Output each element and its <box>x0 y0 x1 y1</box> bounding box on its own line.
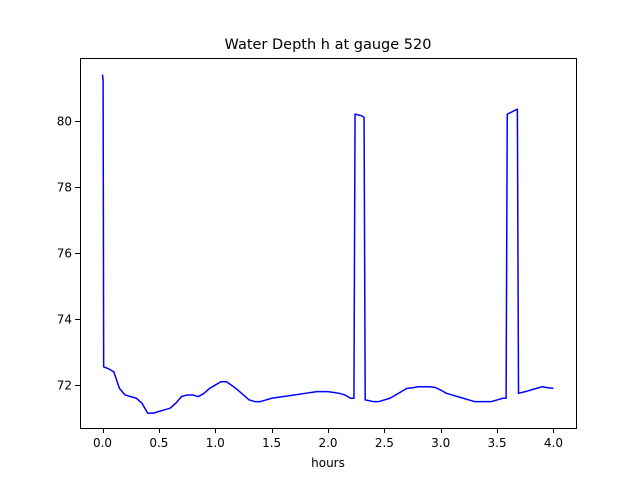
x-tick-label: 0.5 <box>149 436 168 450</box>
x-tick-label: 4.0 <box>544 436 563 450</box>
series-layer <box>101 74 554 414</box>
chart-title: Water Depth h at gauge 520 <box>225 37 432 53</box>
y-tick-label: 76 <box>57 246 72 260</box>
x-tick-label: 3.5 <box>488 436 507 450</box>
y-tick-label: 80 <box>57 114 72 128</box>
x-tick-label: 1.5 <box>262 436 281 450</box>
series-line-1 <box>101 74 554 414</box>
x-tick-label: 2.0 <box>318 436 337 450</box>
x-tick-label: 2.5 <box>375 436 394 450</box>
x-tick-label: 3.0 <box>431 436 450 450</box>
y-tick-label: 72 <box>57 379 72 393</box>
y-tick-label: 74 <box>57 312 72 326</box>
x-tick-label: 1.0 <box>206 436 225 450</box>
x-axis-label: hours <box>311 456 345 470</box>
x-axis: 0.0 0.5 1.0 1.5 2.0 2.5 3.0 3.5 4.0 <box>93 428 563 450</box>
y-tick-label: 78 <box>57 180 72 194</box>
y-axis: 72 74 76 78 80 <box>57 114 80 393</box>
x-tick-label: 0.0 <box>93 436 112 450</box>
